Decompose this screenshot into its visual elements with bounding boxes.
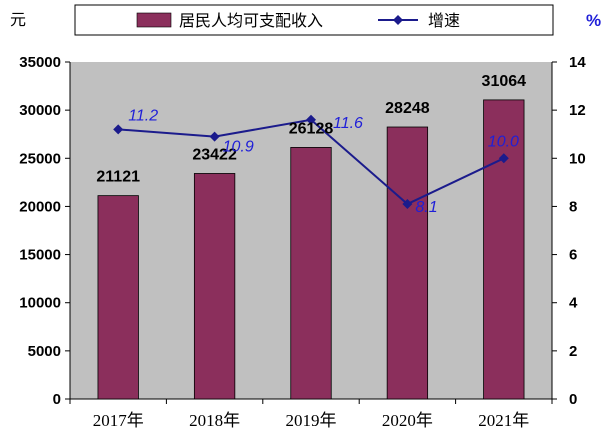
legend-bar-swatch [137,13,171,27]
category-label: 2021年 [478,411,529,430]
right-tick-label: 2 [569,343,577,360]
bar-value-label: 21121 [96,169,140,186]
right-tick-label: 4 [569,295,578,312]
right-axis-ticks: 0 2 4 6 8 10 12 14 [552,54,586,408]
category-label: 2017年 [93,411,144,430]
line-value-label: 10.0 [488,133,519,150]
category-label: 2019年 [286,411,337,430]
legend-line-label: 增速 [428,11,460,30]
left-axis-ticks: 0 5000 10000 15000 20000 25000 30000 35000 [19,54,70,408]
left-tick-label: 35000 [19,54,61,71]
right-axis-unit: % [586,11,601,30]
left-tick-label: 5000 [28,343,61,360]
line-value-label: 8.1 [415,199,437,216]
legend: 居民人均可支配收入 增速 [75,5,553,35]
line-value-label: 11.2 [128,107,158,124]
legend-bar-label: 居民人均可支配收入 [179,11,323,30]
left-tick-label: 20000 [19,198,61,215]
left-tick-label: 15000 [19,247,61,264]
bar [98,196,138,399]
bar [194,173,234,399]
category-label: 2018年 [189,411,240,430]
right-tick-label: 8 [569,198,577,215]
right-tick-label: 10 [569,150,586,167]
line-value-label: 11.6 [333,115,363,132]
left-tick-label: 25000 [19,150,61,167]
category-axis-ticks: 2017年 2018年 2019年 2020年 2021年 [70,399,552,430]
left-axis-unit: 元 [10,10,26,29]
left-tick-label: 0 [53,391,61,408]
bar-value-label: 26128 [289,120,334,137]
right-tick-label: 12 [569,102,586,119]
bar-value-label: 28248 [385,100,430,117]
line-value-label: 10.9 [223,139,254,156]
bar-value-label: 31064 [482,73,527,90]
bar [291,147,331,399]
bar [387,127,427,399]
right-tick-label: 14 [569,54,586,71]
category-label: 2020年 [382,411,433,430]
left-tick-label: 10000 [19,295,61,312]
right-tick-label: 0 [569,391,577,408]
right-tick-label: 6 [569,247,577,264]
left-tick-label: 30000 [19,102,61,119]
